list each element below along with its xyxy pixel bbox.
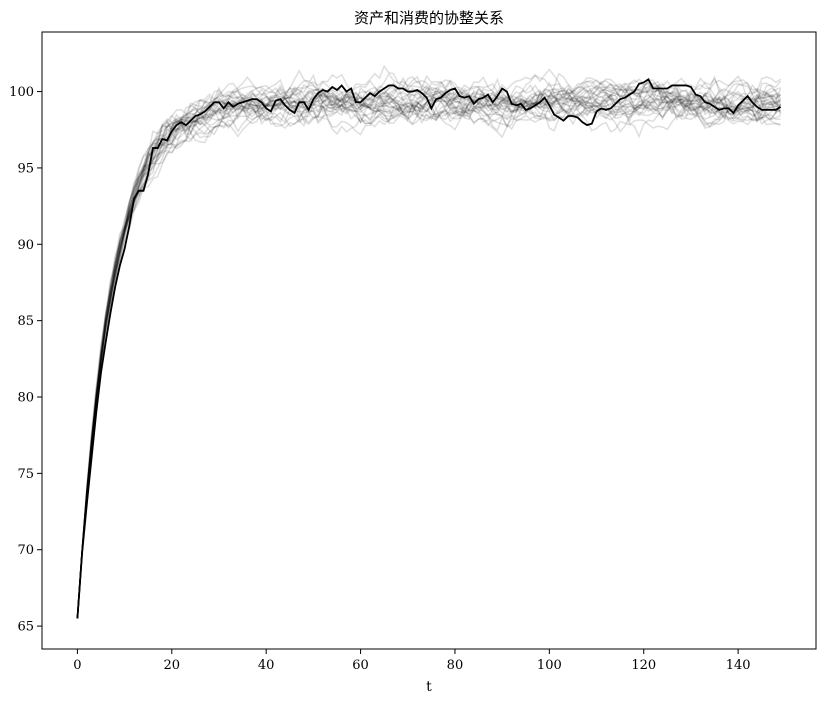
background-series-line <box>76 89 781 619</box>
background-series-line <box>76 75 781 619</box>
y-tick-label: 90 <box>17 238 34 253</box>
background-series-line <box>76 80 782 619</box>
y-tick-label: 70 <box>17 543 34 558</box>
x-tick-label: 140 <box>726 658 751 673</box>
series-lines <box>76 64 782 619</box>
background-series-line <box>76 84 782 619</box>
x-tick-label: 120 <box>631 658 656 673</box>
background-series-line <box>76 83 782 619</box>
background-series-line <box>76 79 781 619</box>
background-series-line <box>76 84 782 619</box>
background-series-line <box>76 79 782 619</box>
x-tick-label: 0 <box>73 658 81 673</box>
y-axis-ticks: 65 70 75 80 85 90 95 100 <box>9 85 42 635</box>
background-series-line <box>76 90 782 619</box>
background-series-line <box>76 68 782 619</box>
chart-title: 资产和消费的协整关系 <box>354 9 504 27</box>
y-tick-label: 85 <box>17 314 34 329</box>
background-series-line <box>76 89 781 619</box>
x-axis-label: t <box>426 679 432 695</box>
y-tick-label: 100 <box>9 85 34 100</box>
background-series-line <box>76 80 781 619</box>
background-series-line <box>76 100 781 619</box>
background-series-line <box>76 77 781 619</box>
background-series-line <box>76 83 782 619</box>
background-series-line <box>76 88 781 619</box>
x-tick-label: 60 <box>352 658 369 673</box>
y-tick-label: 95 <box>17 161 34 176</box>
x-axis-ticks: 0 20 40 60 80 100 120 140 <box>73 649 751 673</box>
highlighted-series-line <box>76 78 782 619</box>
y-tick-label: 80 <box>17 391 34 406</box>
background-series-line <box>76 76 781 619</box>
x-tick-label: 100 <box>537 658 562 673</box>
x-tick-label: 40 <box>258 658 275 673</box>
background-series-line <box>76 88 781 619</box>
background-series-line <box>76 81 782 619</box>
background-series-line <box>76 86 781 619</box>
background-series-line <box>76 83 781 619</box>
background-series-line <box>76 64 782 619</box>
plot-frame <box>41 31 817 650</box>
x-tick-label: 80 <box>447 658 464 673</box>
background-series-line <box>76 87 782 619</box>
y-tick-label: 65 <box>17 620 34 635</box>
background-series-line <box>76 79 781 619</box>
background-series-line <box>76 82 782 619</box>
background-series-line <box>76 69 781 619</box>
background-series-line <box>76 80 782 619</box>
x-tick-label: 20 <box>164 658 181 673</box>
background-series-line <box>76 96 781 619</box>
y-tick-label: 75 <box>17 467 34 482</box>
background-series-line <box>76 87 781 619</box>
background-series-line <box>76 88 782 619</box>
